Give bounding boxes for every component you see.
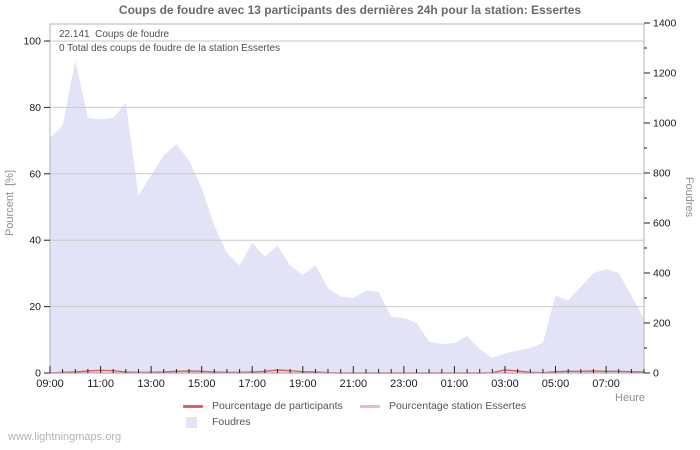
x-tick-label: 19:00 bbox=[289, 378, 317, 390]
y-right-tick-label: 600 bbox=[653, 218, 671, 230]
x-tick-label: 15:00 bbox=[188, 378, 216, 390]
legend-label-station: Pourcentage station Essertes bbox=[389, 400, 527, 412]
y-left-tick-label: 60 bbox=[29, 168, 41, 180]
y-right-tick-label: 400 bbox=[653, 268, 671, 280]
legend-item-station: Pourcentage station Essertes bbox=[360, 400, 526, 412]
legend: Pourcentage de participants Pourcentage … bbox=[183, 399, 526, 431]
y-axis-label-right: Foudres bbox=[683, 176, 695, 218]
x-tick-label: 09:00 bbox=[36, 378, 64, 390]
y-right-tick-label: 0 bbox=[653, 368, 659, 380]
x-tick-label: 03:00 bbox=[491, 378, 519, 390]
chart-title: Coups de foudre avec 13 participants des… bbox=[118, 3, 582, 17]
x-tick-label: 23:00 bbox=[390, 378, 418, 390]
foudres-area-swatch bbox=[186, 416, 197, 428]
legend-label-participants: Pourcentage de participants bbox=[212, 400, 343, 412]
legend-item-foudres: Foudres bbox=[183, 416, 251, 428]
x-tick-label: 17:00 bbox=[238, 378, 266, 390]
y-left-tick-label: 80 bbox=[29, 102, 41, 114]
y-right-tick-label: 800 bbox=[653, 168, 671, 180]
x-tick-label: 21:00 bbox=[340, 378, 368, 390]
y-left-tick-label: 40 bbox=[29, 235, 41, 247]
y-right-tick-label: 1000 bbox=[653, 118, 677, 130]
foudres-area-series bbox=[50, 60, 644, 373]
y-right-tick-label: 1200 bbox=[653, 68, 677, 80]
legend-row-lines: Pourcentage de participants Pourcentage … bbox=[183, 399, 526, 413]
x-tick-label: 05:00 bbox=[542, 378, 570, 390]
x-axis-label: Heure bbox=[615, 392, 645, 404]
x-tick-label: 07:00 bbox=[592, 378, 620, 390]
annotation-station-strikes: 0 Total des coups de foudre de la statio… bbox=[59, 43, 281, 54]
y-left-tick-label: 100 bbox=[23, 36, 41, 48]
x-tick-label: 01:00 bbox=[441, 378, 469, 390]
participants-line-swatch bbox=[183, 404, 203, 408]
legend-label-foudres: Foudres bbox=[212, 416, 251, 428]
legend-item-participants: Pourcentage de participants bbox=[183, 400, 360, 412]
y-left-tick-label: 20 bbox=[29, 301, 41, 313]
y-left-tick-label: 0 bbox=[35, 368, 41, 380]
annotation-total-strikes: 22.141 Coups de foudre bbox=[59, 29, 170, 40]
y-right-tick-label: 1400 bbox=[653, 18, 677, 30]
x-tick-label: 13:00 bbox=[137, 378, 165, 390]
watermark-link[interactable]: www.lightningmaps.org bbox=[8, 431, 122, 443]
x-tick-label: 11:00 bbox=[87, 378, 114, 390]
y-right-tick-label: 200 bbox=[653, 318, 671, 330]
legend-row-area: Foudres bbox=[183, 415, 526, 429]
y-axis-label-left: Pourcent [%] bbox=[4, 169, 16, 237]
station-line-swatch bbox=[360, 404, 380, 408]
